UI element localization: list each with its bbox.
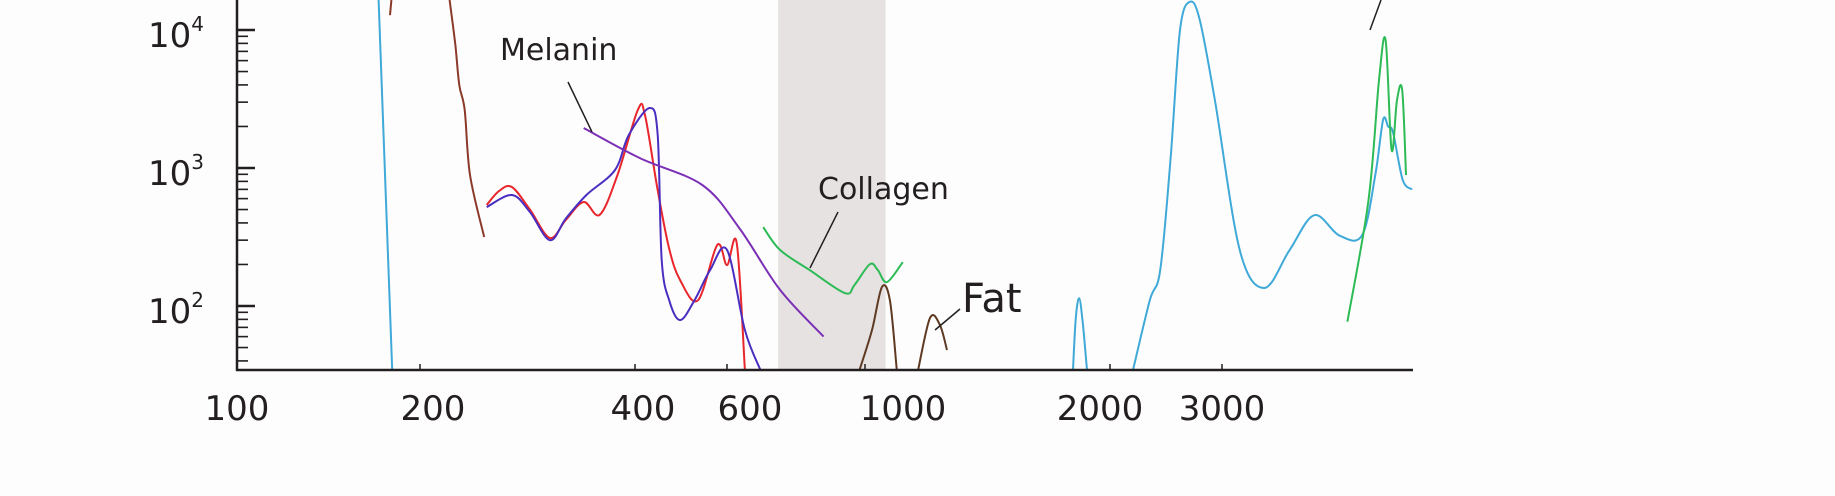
series-line-fat-seg-0 <box>858 284 898 371</box>
x-tick-label: 1000 <box>860 389 947 429</box>
x-tick-label: 600 <box>718 389 783 429</box>
x-tick-labels: 100 200 400 600 1000 2000 3000 <box>205 389 1266 429</box>
leader-line-melanin <box>567 81 593 133</box>
y-tick-labels: 104 103 102 <box>148 12 204 332</box>
annotation-collagen: Collagen <box>818 172 949 207</box>
leader-line-fat <box>934 308 961 331</box>
x-tick-label: 2000 <box>1057 389 1144 429</box>
axes <box>235 0 1413 372</box>
x-tick-label: 3000 <box>1179 389 1266 429</box>
annotations: Melanin Collagen Fat <box>500 0 1382 331</box>
y-tick-label-1e2: 102 <box>148 288 204 332</box>
series-line-melanin-seg-0 <box>583 127 825 338</box>
series-line-collagen-seg-1 <box>1346 36 1407 322</box>
x-tick-label: 100 <box>205 389 270 429</box>
series-line-1-seg-1 <box>448 0 486 238</box>
series-line-0-seg-1 <box>1072 297 1088 371</box>
y-ticks <box>237 28 255 362</box>
y-tick-label-1e3: 103 <box>148 150 204 194</box>
annotation-melanin: Melanin <box>500 33 617 68</box>
leader-line-offscreen-label <box>1369 0 1382 31</box>
y-tick-label-1e4: 104 <box>148 12 204 56</box>
series-line-1-seg-0 <box>389 0 393 16</box>
series-layer <box>377 0 1413 371</box>
series-line-0-seg-0 <box>377 0 394 371</box>
x-tick-label: 400 <box>611 389 676 429</box>
x-tick-label: 200 <box>401 389 466 429</box>
series-line-fat-seg-1 <box>917 314 948 371</box>
series-line-0-seg-2 <box>1132 0 1413 371</box>
series-line-3-seg-0 <box>486 106 762 371</box>
series-line-2-seg-0 <box>485 102 746 371</box>
series-line-collagen-seg-0 <box>762 226 904 295</box>
annotation-fat: Fat <box>962 276 1022 322</box>
x-ticks <box>236 364 1223 370</box>
leader-line-collagen <box>809 211 839 269</box>
